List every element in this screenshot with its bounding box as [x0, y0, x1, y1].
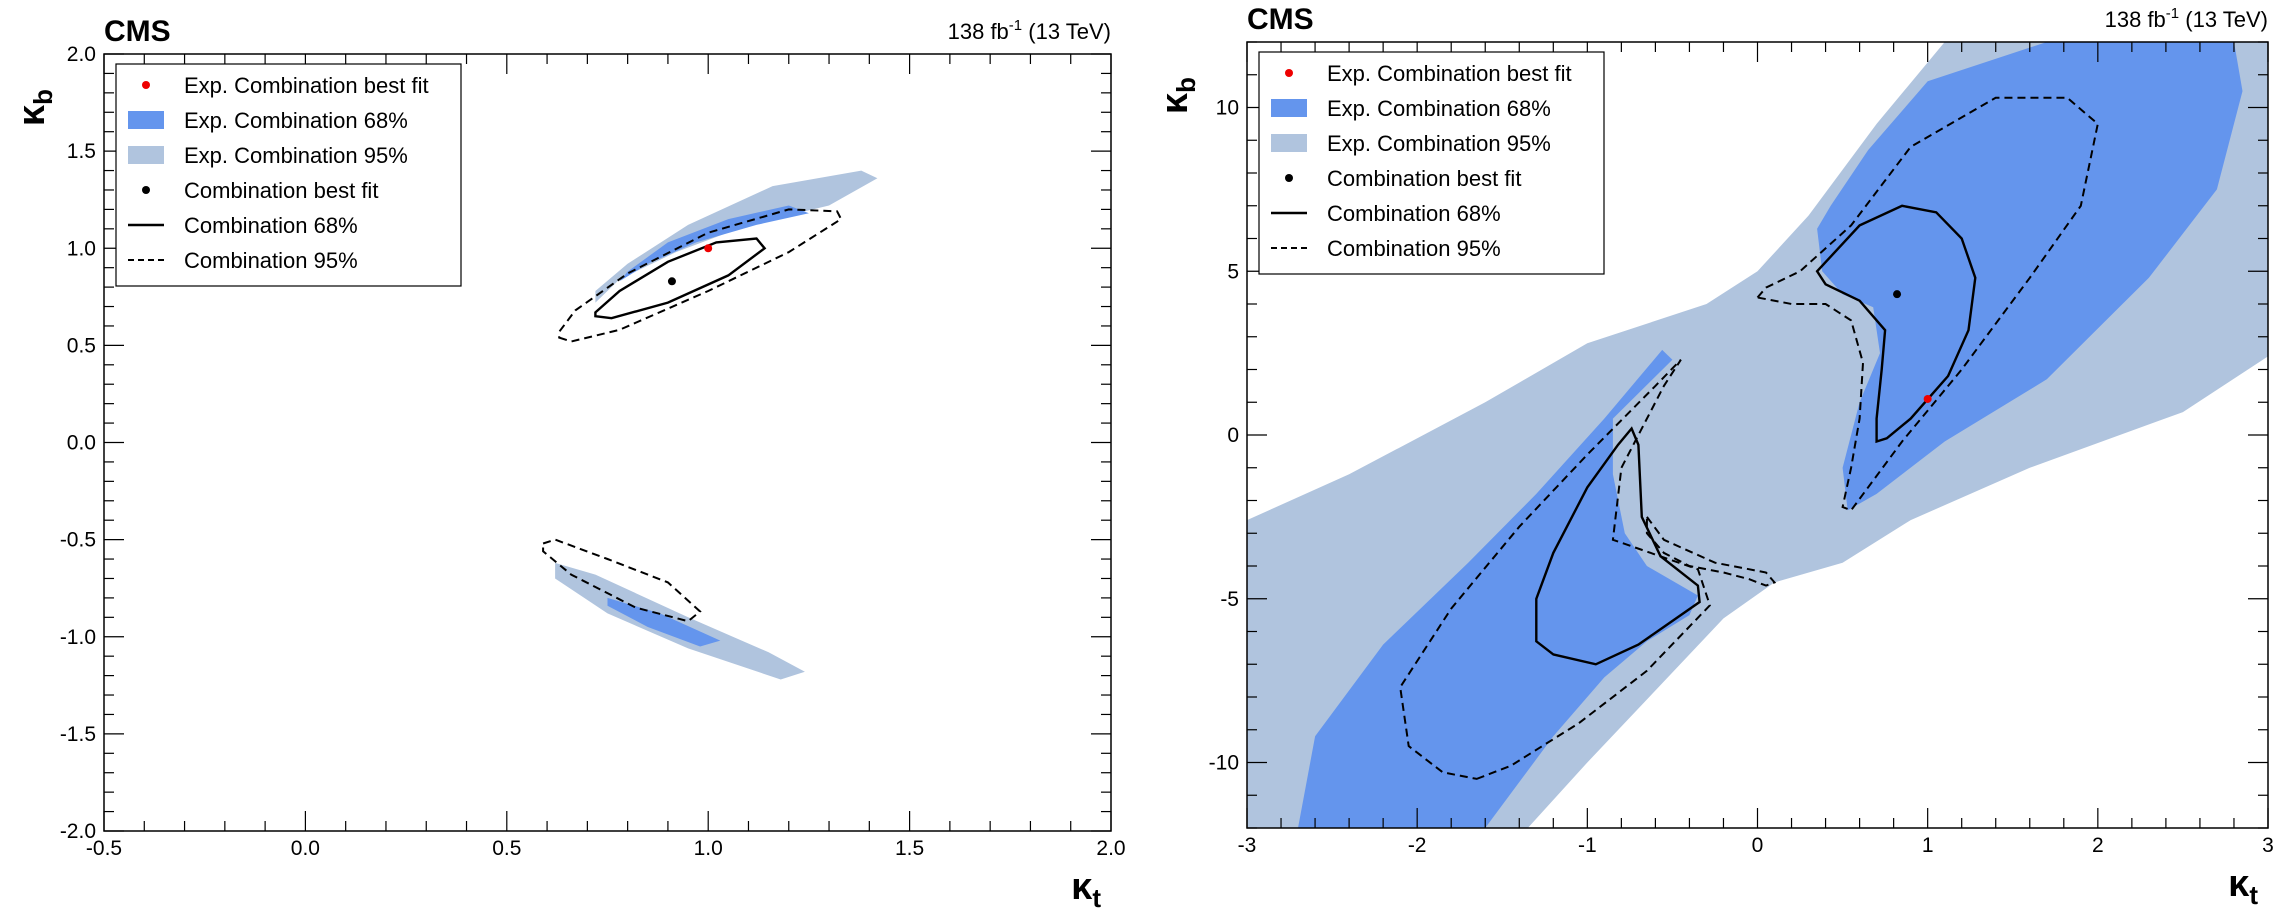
legend-label: Combination 95%: [184, 248, 358, 273]
y-axis-title: κb: [11, 89, 58, 126]
legend-exp-68-swatch: [1271, 99, 1307, 117]
y-axis-subscript: b: [1171, 77, 1201, 93]
x-tick-label: 2.0: [1096, 837, 1125, 860]
plot-area: [1247, 42, 2268, 828]
y-tick-label: 5: [1227, 260, 1239, 283]
luminosity-exponent: -1: [2166, 5, 2179, 22]
legend-label: Exp. Combination 68%: [184, 108, 408, 133]
y-tick-label: 0.5: [67, 334, 96, 357]
y-tick-label: -5: [1220, 588, 1239, 611]
energy-value: (13 TeV): [2179, 7, 2268, 32]
y-tick-label: 1.5: [67, 140, 96, 163]
x-tick-label: 1.0: [694, 837, 723, 860]
x-tick-label: 0.5: [492, 837, 521, 860]
obs-95-contour: [542, 538, 702, 623]
exp-68-region: [619, 205, 809, 282]
x-tick-label: 0: [1752, 834, 1764, 857]
x-tick-label: 1: [1922, 834, 1934, 857]
y-tick-label: -1.0: [60, 626, 96, 649]
x-tick-label: 0.0: [291, 837, 320, 860]
legend-label: Combination 68%: [1327, 201, 1501, 226]
legend-label: Exp. Combination best fit: [1327, 61, 1572, 86]
luminosity-label: 138 fb-1 (13 TeV): [948, 17, 1111, 44]
y-axis-symbol: κ: [1154, 92, 1196, 114]
y-tick-label: -2.0: [60, 820, 96, 843]
legend-label: Combination best fit: [1327, 166, 1521, 191]
legend-exp-best-fit-marker: [1285, 69, 1293, 77]
y-tick-label: 1.0: [67, 237, 96, 260]
chart-1: -0.5 0.0 0.5 1.0 1.5 2.0 -2.0 -1.5 -1.0 -0.5 0.0 0.…: [11, 15, 1126, 913]
x-tick-label: -3: [1238, 834, 1257, 857]
legend-label: Exp. Combination 95%: [1327, 131, 1551, 156]
y-tick-label: 10: [1216, 97, 1239, 120]
y-tick-label: 2.0: [67, 43, 96, 66]
y-axis-title: κb: [1154, 77, 1201, 114]
legend-label: Exp. Combination 95%: [184, 143, 408, 168]
legend-obs-best-fit-marker: [142, 186, 150, 194]
obs-best-fit-point: [1893, 290, 1902, 299]
exp-best-fit-point: [704, 244, 713, 253]
y-axis-subscript: b: [28, 89, 58, 105]
x-axis-symbol: κ: [1071, 866, 1093, 908]
obs-68-contour: [1535, 426, 1701, 666]
luminosity-label: 138 fb-1 (13 TeV): [2105, 5, 2268, 32]
x-tick-label: -0.5: [86, 837, 122, 860]
exp-95-region: [1658, 313, 1809, 566]
energy-value: (13 TeV): [1022, 19, 1111, 44]
legend-label: Combination 95%: [1327, 236, 1501, 261]
plot-area: [542, 170, 878, 680]
x-tick-label: -2: [1408, 834, 1427, 857]
luminosity-value: 138 fb: [948, 19, 1009, 44]
x-tick-label: 2: [2092, 834, 2104, 857]
legend-label: Exp. Combination 68%: [1327, 96, 1551, 121]
exp-best-fit-point: [1923, 394, 1932, 403]
exp-68-region: [607, 597, 721, 647]
cms-label: CMS: [104, 15, 171, 48]
legend-label: Combination 68%: [184, 213, 358, 238]
legend-exp-95-swatch: [1271, 134, 1307, 152]
obs-best-fit-point: [667, 277, 676, 286]
x-axis-subscript: t: [1092, 883, 1101, 913]
y-tick-label: 0.0: [67, 432, 96, 455]
x-axis-symbol: κ: [2228, 863, 2250, 905]
x-axis-title: κt: [2228, 863, 2258, 910]
y-tick-label: 0: [1227, 424, 1239, 447]
cms-label: CMS: [1247, 3, 1314, 36]
luminosity-value: 138 fb: [2105, 7, 2166, 32]
exp-68-region: [1298, 349, 1698, 828]
legend-exp-best-fit-marker: [142, 81, 150, 89]
legend-box: [1258, 51, 1605, 275]
legend: Exp. Combination best fit Exp. Combinatio…: [115, 63, 462, 287]
obs-68-contour: [594, 237, 767, 320]
obs-95-contour: [1399, 359, 1712, 780]
y-axis-symbol: κ: [11, 104, 53, 126]
exp-95-region: [595, 170, 878, 303]
obs-68-contour: [1815, 204, 1977, 444]
y-tick-label: -1.5: [60, 723, 96, 746]
obs-95-contour: [558, 208, 843, 343]
x-axis-subscript: t: [2249, 880, 2258, 910]
y-tick-label: -10: [1209, 752, 1239, 775]
legend-exp-95-swatch: [128, 146, 164, 164]
x-tick-label: 3: [2262, 834, 2274, 857]
legend-label: Combination best fit: [184, 178, 378, 203]
legend-box: [115, 63, 462, 287]
legend-exp-68-swatch: [128, 111, 164, 129]
y-tick-label: -0.5: [60, 529, 96, 552]
luminosity-exponent: -1: [1009, 17, 1022, 34]
x-tick-label: 1.5: [895, 837, 924, 860]
x-axis-title: κt: [1071, 866, 1101, 913]
legend-label: Exp. Combination best fit: [184, 73, 429, 98]
legend-obs-best-fit-marker: [1285, 174, 1293, 182]
x-tick-label: -1: [1578, 834, 1597, 857]
exp-95-region: [555, 562, 805, 680]
legend: Exp. Combination best fit Exp. Combinatio…: [1258, 51, 1605, 275]
